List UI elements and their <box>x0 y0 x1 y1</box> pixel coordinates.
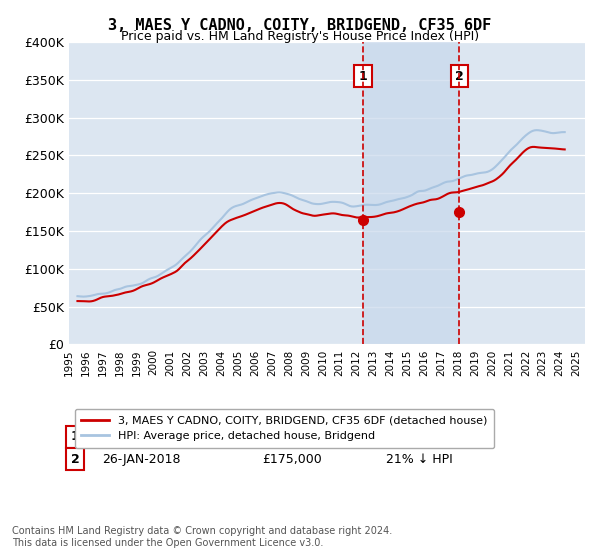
Text: Contains HM Land Registry data © Crown copyright and database right 2024.
This d: Contains HM Land Registry data © Crown c… <box>12 526 392 548</box>
Text: 3, MAES Y CADNO, COITY, BRIDGEND, CF35 6DF: 3, MAES Y CADNO, COITY, BRIDGEND, CF35 6… <box>109 18 491 33</box>
Text: Price paid vs. HM Land Registry's House Price Index (HPI): Price paid vs. HM Land Registry's House … <box>121 30 479 43</box>
Bar <box>363 42 459 344</box>
Text: 1: 1 <box>359 69 368 82</box>
Text: 2: 2 <box>71 453 80 466</box>
Text: 9% ↓ HPI: 9% ↓ HPI <box>386 430 445 443</box>
Text: 1: 1 <box>71 430 80 443</box>
Text: 21% ↓ HPI: 21% ↓ HPI <box>386 453 453 466</box>
Text: 2: 2 <box>455 69 464 82</box>
Text: £164,995: £164,995 <box>263 430 322 443</box>
Legend: 3, MAES Y CADNO, COITY, BRIDGEND, CF35 6DF (detached house), HPI: Average price,: 3, MAES Y CADNO, COITY, BRIDGEND, CF35 6… <box>74 409 494 448</box>
Text: £175,000: £175,000 <box>263 453 322 466</box>
Text: 26-JAN-2018: 26-JAN-2018 <box>103 453 181 466</box>
Text: 23-MAY-2012: 23-MAY-2012 <box>103 430 183 443</box>
